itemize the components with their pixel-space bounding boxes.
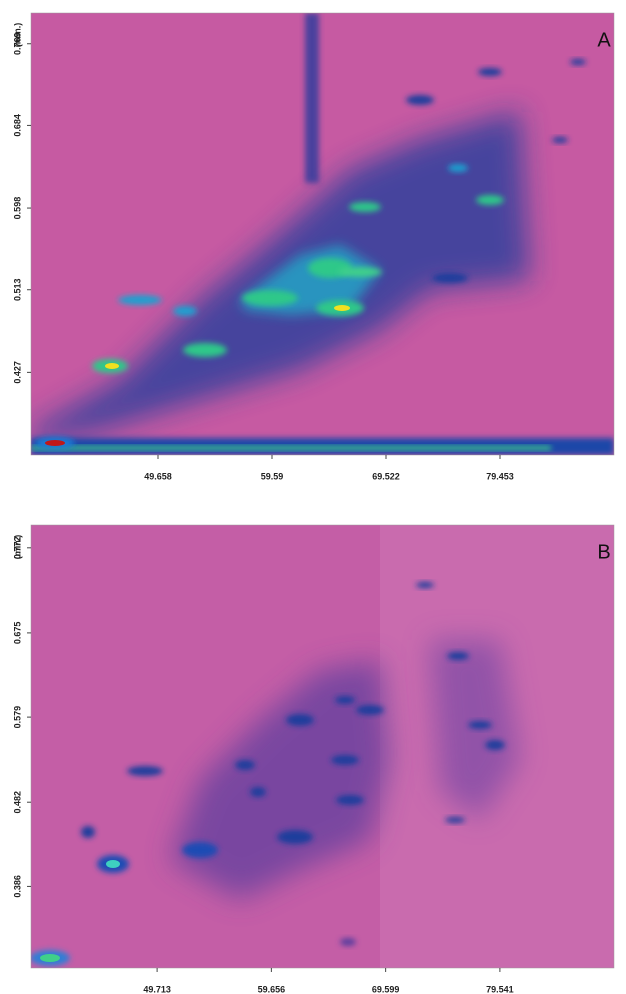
x-tick-label: 69.522 [372,471,400,481]
x-tick-label: 79.453 [486,471,514,481]
x-tick-label: 59.656 [258,984,286,994]
panel-b-image [31,525,614,968]
x-tick-label: 49.713 [143,984,171,994]
y-tick-label: 0.772 [12,537,22,560]
plot-frame [30,524,615,969]
y-tick-label: 0.579 [12,706,22,729]
y-tick-label: 0.684 [12,114,22,137]
y-tick-label: 0.769 [12,32,22,55]
y-tick-label: 0.513 [12,278,22,301]
x-tick-label: 59.59 [261,471,284,481]
x-tick-label: 79.541 [486,984,514,994]
panel-label: A [597,29,611,51]
panel-label: B [597,541,610,563]
plot-frame [30,12,615,456]
y-tick-label: 0.482 [12,791,22,814]
x-tick-label: 49.658 [144,471,172,481]
y-tick-label: 0.427 [12,361,22,384]
y-tick-label: 0.598 [12,197,22,220]
panel-a-image [31,13,614,455]
y-tick-label: 0.675 [12,622,22,645]
y-tick-label: 0.386 [12,875,22,898]
y-axis-label: (min.) [12,23,22,48]
y-axis-label: (min.) [12,535,22,560]
x-tick-label: 69.599 [372,984,400,994]
